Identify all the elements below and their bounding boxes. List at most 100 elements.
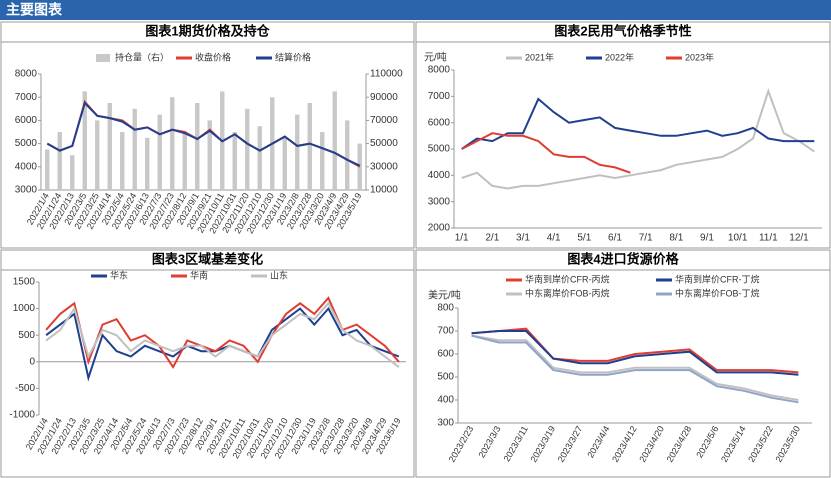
legend-label: 收盘价格 <box>195 51 231 62</box>
chart-title: 图表1期货价格及持仓 <box>145 23 270 38</box>
legend-label: 2023年 <box>685 51 714 62</box>
bar <box>345 120 350 190</box>
y-tick-label: 1500 <box>13 277 36 288</box>
line-series <box>471 334 799 404</box>
line-series <box>45 301 400 368</box>
bar <box>157 114 162 190</box>
bar <box>282 137 287 190</box>
x-tick-label: 3/1 <box>516 233 530 244</box>
y2-tick-label: 90000 <box>370 92 398 103</box>
bar <box>182 132 187 190</box>
y-tick-label: 7000 <box>15 92 38 103</box>
y-axis-label: 元/吨 <box>424 51 447 64</box>
y-tick-label: 3000 <box>428 196 451 207</box>
y-tick-label: 500 <box>437 372 454 383</box>
chart-title: 图表4进口货源价格 <box>567 251 679 266</box>
bar <box>120 132 125 190</box>
bar <box>57 132 62 190</box>
line-series <box>461 97 815 150</box>
y-tick-label: 300 <box>437 418 454 429</box>
legend-label: 结算价格 <box>275 51 311 62</box>
y-tick-label: 1000 <box>13 303 36 314</box>
bar <box>82 91 87 190</box>
x-tick-label: 5/1 <box>577 233 591 244</box>
bar <box>307 103 312 190</box>
legend-label: 中东离岸价FOB-丁烷 <box>675 287 760 298</box>
legend-label: 持仓量（右） <box>115 51 169 62</box>
y-tick-label: 3000 <box>15 185 38 196</box>
y-tick-label: 7000 <box>428 91 451 102</box>
header-bar <box>0 0 831 20</box>
y-tick-label: 700 <box>437 326 454 337</box>
y-tick-label: 4000 <box>428 170 451 181</box>
bar <box>195 103 200 190</box>
bar <box>70 155 75 190</box>
y-tick-label: 800 <box>437 303 454 314</box>
line-series <box>471 334 799 401</box>
line-series <box>45 306 400 382</box>
bar <box>132 108 137 190</box>
legend-label: 中东离岸价FOB-丙烷 <box>525 287 610 298</box>
x-tick-label: 2/1 <box>485 233 499 244</box>
y-tick-label: 5000 <box>15 138 38 149</box>
x-tick-label: 9/1 <box>700 233 714 244</box>
chart-title: 图表3区域基差变化 <box>152 251 263 266</box>
legend-label: 华南到岸价CFR-丁烷 <box>675 273 760 284</box>
y-tick-label: 600 <box>437 349 454 360</box>
y2-tick-label: 110000 <box>370 69 403 80</box>
y2-tick-label: 10000 <box>370 185 398 196</box>
y-tick-label: 2000 <box>428 223 451 234</box>
panel <box>415 249 831 478</box>
line-series <box>46 101 361 167</box>
bar <box>295 114 300 190</box>
y-tick-label: -500 <box>15 383 35 394</box>
y-tick-label: 8000 <box>428 65 451 76</box>
bar <box>45 149 50 190</box>
x-tick-label: 8/1 <box>669 233 683 244</box>
y-tick-label: 6000 <box>15 115 38 126</box>
line-series <box>461 132 631 174</box>
bar <box>207 120 212 190</box>
legend-label: 山东 <box>270 269 288 280</box>
legend-label: 华东 <box>110 269 128 280</box>
y2-tick-label: 30000 <box>370 161 398 172</box>
y-tick-label: 400 <box>437 395 454 406</box>
y-tick-label: 0 <box>29 356 35 367</box>
x-tick-label: 4/1 <box>547 233 561 244</box>
line-series <box>471 330 799 376</box>
bar <box>95 120 100 190</box>
y2-tick-label: 70000 <box>370 115 398 126</box>
panel <box>0 249 415 478</box>
x-tick-label: 10/1 <box>728 233 748 244</box>
x-tick-label: 1/1 <box>455 233 469 244</box>
bar <box>232 132 237 190</box>
bar <box>245 108 250 190</box>
bar <box>320 132 325 190</box>
bar <box>257 126 262 190</box>
y-tick-label: 500 <box>18 330 35 341</box>
x-tick-label: 12/1 <box>789 233 809 244</box>
legend-label: 2021年 <box>525 51 554 62</box>
y2-tick-label: 50000 <box>370 138 398 149</box>
legend-label: 华南 <box>190 269 208 280</box>
bar <box>107 103 112 190</box>
y-tick-label: 8000 <box>15 69 38 80</box>
header-title: 主要图表 <box>6 2 63 18</box>
legend-swatch <box>96 54 110 62</box>
legend-label: 2022年 <box>605 51 634 62</box>
bar <box>145 137 150 190</box>
y-tick-label: -1000 <box>9 410 35 421</box>
line-series <box>471 327 799 374</box>
x-tick-label: 11/1 <box>759 233 778 244</box>
y-axis-label: 美元/吨 <box>428 289 461 302</box>
x-tick-label: 6/1 <box>608 233 622 244</box>
y-tick-label: 6000 <box>428 117 451 128</box>
x-tick-label: 7/1 <box>639 233 653 244</box>
bar <box>170 97 175 190</box>
y-tick-label: 4000 <box>15 161 38 172</box>
panel <box>415 21 831 249</box>
chart-title: 图表2民用气价格季节性 <box>554 23 691 38</box>
y-tick-label: 5000 <box>428 144 451 155</box>
legend-label: 华南到岸价CFR-丙烷 <box>525 273 610 284</box>
